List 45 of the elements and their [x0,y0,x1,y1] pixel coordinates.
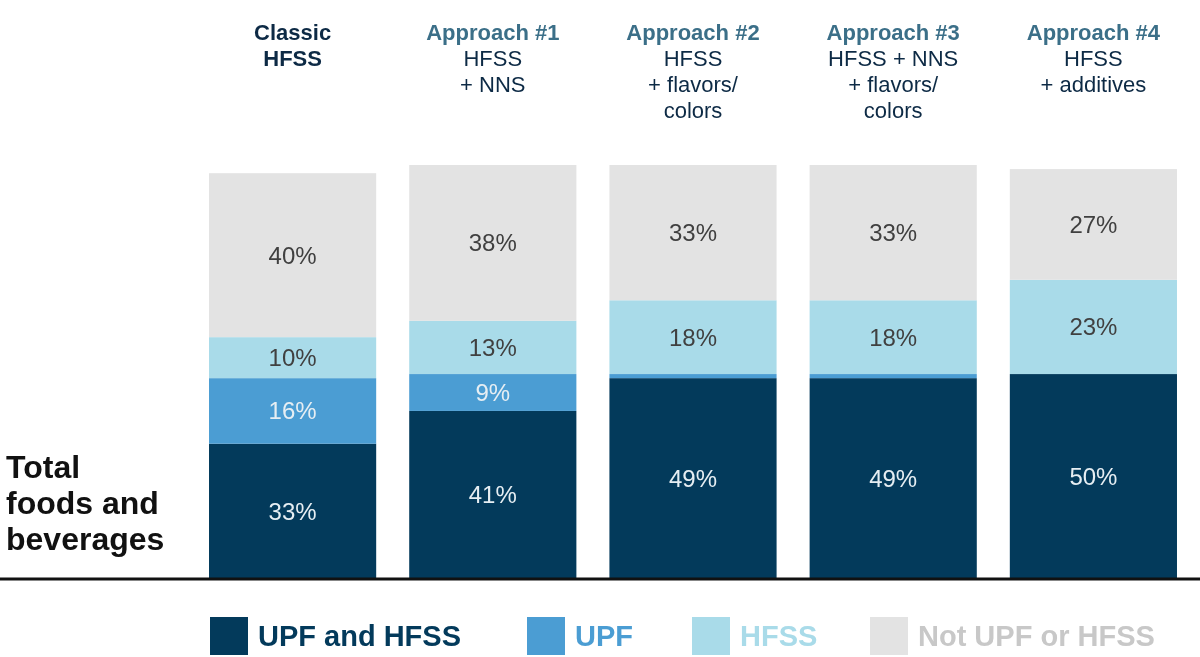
bar [609,374,777,379]
bar [1009,279,1177,375]
bar [409,410,577,579]
bar [809,300,977,375]
bar [209,378,377,444]
bar [209,173,377,338]
x-tick-label: Classic HFSS [254,20,332,71]
data-label: 33% [869,219,918,247]
data-label: 49% [668,464,718,492]
data-label: 23% [1069,313,1118,341]
x-tick-label: Approach #3 HFSS + NNS + flavors/ colors [826,20,960,123]
bar [409,165,577,321]
data-label: 38% [468,229,517,257]
data-label: 27% [1069,210,1118,238]
data-label: 18% [869,323,918,351]
legend-label: UPF [575,620,633,652]
data-label: 41% [468,481,517,509]
bar [609,300,777,375]
data-label: 40% [268,241,317,269]
data-label: 33% [668,219,718,247]
bar [1009,374,1177,579]
x-tick-label: Approach #2 HFSS + flavors/ colors [626,20,760,123]
legend-label: HFSS [740,620,818,652]
data-label: 10% [268,344,317,372]
data-label: 13% [468,333,517,361]
bar [609,378,777,579]
bar [809,378,977,579]
x-tick-label: Approach #4 HFSS + additives [1026,20,1161,97]
bar [809,165,977,301]
data-label: 49% [869,464,918,492]
bar [809,374,977,379]
data-label: 9% [475,378,511,406]
data-label: 50% [1069,462,1118,490]
x-tick-label: Approach #1 HFSS + NNS [426,20,560,97]
bar [209,337,377,379]
bar [209,443,377,579]
bar [1009,169,1177,280]
data-label: 33% [268,497,317,525]
data-label: 18% [668,323,718,351]
data-label: 16% [268,397,317,425]
y-axis-title: Total foods and beverages [6,449,165,557]
bar [409,320,577,375]
legend-label: UPF and HFSS [258,620,462,652]
bar [609,165,777,301]
bar [409,374,577,411]
